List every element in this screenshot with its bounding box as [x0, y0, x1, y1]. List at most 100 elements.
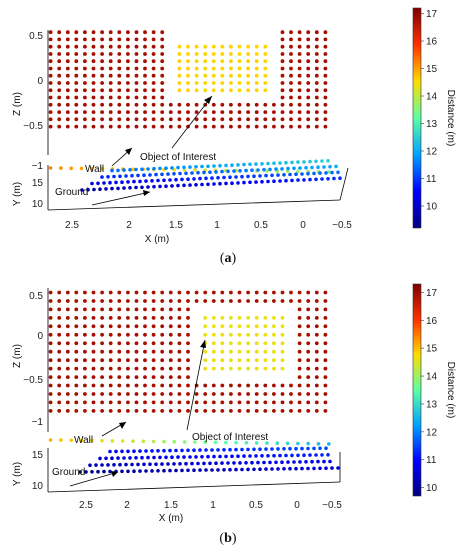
- ground-point: [180, 177, 184, 182]
- ground-point: [324, 171, 328, 175]
- wall-point: [65, 110, 70, 114]
- ground-point: [218, 163, 222, 168]
- wall-point: [306, 73, 311, 78]
- wall-point: [134, 110, 139, 114]
- wall-point: [194, 400, 199, 405]
- object-point: [254, 341, 259, 346]
- colorbar-tick-label: 12: [426, 427, 438, 438]
- wall-point: [48, 95, 53, 100]
- wall-point: [306, 358, 311, 363]
- object-point: [220, 316, 225, 320]
- wall-point: [100, 366, 104, 371]
- wall-point: [83, 88, 87, 93]
- object-point: [229, 52, 233, 56]
- wall-point: [289, 299, 293, 303]
- wall-point: [289, 409, 293, 413]
- wall-point: [151, 307, 156, 312]
- object-point: [211, 341, 216, 346]
- panel-a-x-tick: 1.5: [169, 220, 183, 231]
- ground-point: [222, 175, 226, 180]
- wall-point: [108, 124, 113, 129]
- colorbar-tick-label: 15: [426, 64, 438, 75]
- wall-point: [160, 290, 165, 295]
- wall-point: [83, 299, 87, 303]
- wall-point: [83, 290, 87, 295]
- wall-point: [100, 30, 104, 35]
- wall-point: [91, 37, 96, 42]
- wall-point: [83, 30, 87, 35]
- ground-point: [270, 467, 274, 471]
- wall-point: [74, 290, 79, 295]
- ground-point: [296, 178, 300, 182]
- wall-point: [83, 307, 87, 312]
- object-point: [194, 88, 199, 93]
- object-point: [211, 73, 216, 78]
- wall-point: [160, 117, 165, 122]
- ground-point: [120, 180, 124, 184]
- ground-point: [200, 164, 204, 169]
- ground-point: [308, 159, 312, 164]
- wall-point: [126, 392, 130, 396]
- wall-point: [177, 124, 182, 129]
- ground-point: [198, 448, 202, 452]
- wall-point: [186, 366, 190, 371]
- wall-point: [126, 307, 130, 312]
- ground-point: [258, 447, 262, 452]
- ground-point: [172, 172, 176, 176]
- wall-point: [126, 324, 130, 329]
- ground-point: [106, 175, 110, 179]
- wall-base-point: [327, 170, 331, 174]
- object-point: [220, 358, 225, 363]
- wall-point: [100, 88, 104, 93]
- wall-point: [143, 30, 147, 35]
- ground-point: [180, 448, 184, 453]
- wall-point: [297, 375, 302, 379]
- ground-point: [222, 468, 226, 472]
- colorbar-tick-label: 15: [426, 344, 438, 355]
- object-point: [203, 81, 208, 85]
- ground-point: [104, 456, 108, 461]
- wall-point: [100, 400, 104, 405]
- panel-b-x-tick: 0: [294, 500, 300, 511]
- ground-point: [124, 462, 128, 467]
- wall-point: [108, 400, 113, 405]
- wall-point: [177, 117, 182, 122]
- wall-point: [314, 290, 319, 295]
- ground-point: [320, 177, 324, 181]
- wall-base-point: [79, 166, 84, 171]
- wall-base-point: [296, 169, 300, 174]
- wall-point: [323, 102, 328, 107]
- ground-point: [144, 469, 148, 473]
- wall-point: [297, 358, 302, 363]
- wall-point: [65, 383, 70, 388]
- wall-base-point: [224, 440, 228, 445]
- wall-point: [229, 117, 233, 122]
- object-point: [263, 59, 268, 64]
- panel-b-z-tick: 0: [37, 331, 43, 342]
- wall-point: [91, 81, 96, 85]
- ground-point: [116, 168, 120, 173]
- wall-point: [74, 375, 79, 379]
- wall-point: [272, 124, 276, 129]
- ground-point: [268, 460, 272, 465]
- ground-point: [288, 172, 292, 177]
- ground-point: [182, 183, 186, 188]
- object-point: [246, 349, 251, 354]
- ground-point: [246, 467, 250, 472]
- wall-point: [143, 316, 147, 320]
- wall-point: [306, 307, 311, 312]
- wall-point: [177, 110, 182, 114]
- colorbar-tick-label: 11: [426, 174, 437, 185]
- wall-point: [246, 400, 251, 405]
- ground-point: [308, 453, 312, 457]
- ground-point: [166, 172, 170, 176]
- ground-point: [128, 168, 132, 172]
- ground-point: [160, 172, 164, 177]
- wall-point: [160, 307, 165, 312]
- wall-point: [314, 102, 319, 107]
- ground-point: [230, 454, 234, 459]
- wall-point: [168, 110, 173, 114]
- wall-point: [126, 81, 130, 85]
- wall-point: [91, 400, 96, 405]
- object-point: [263, 332, 268, 337]
